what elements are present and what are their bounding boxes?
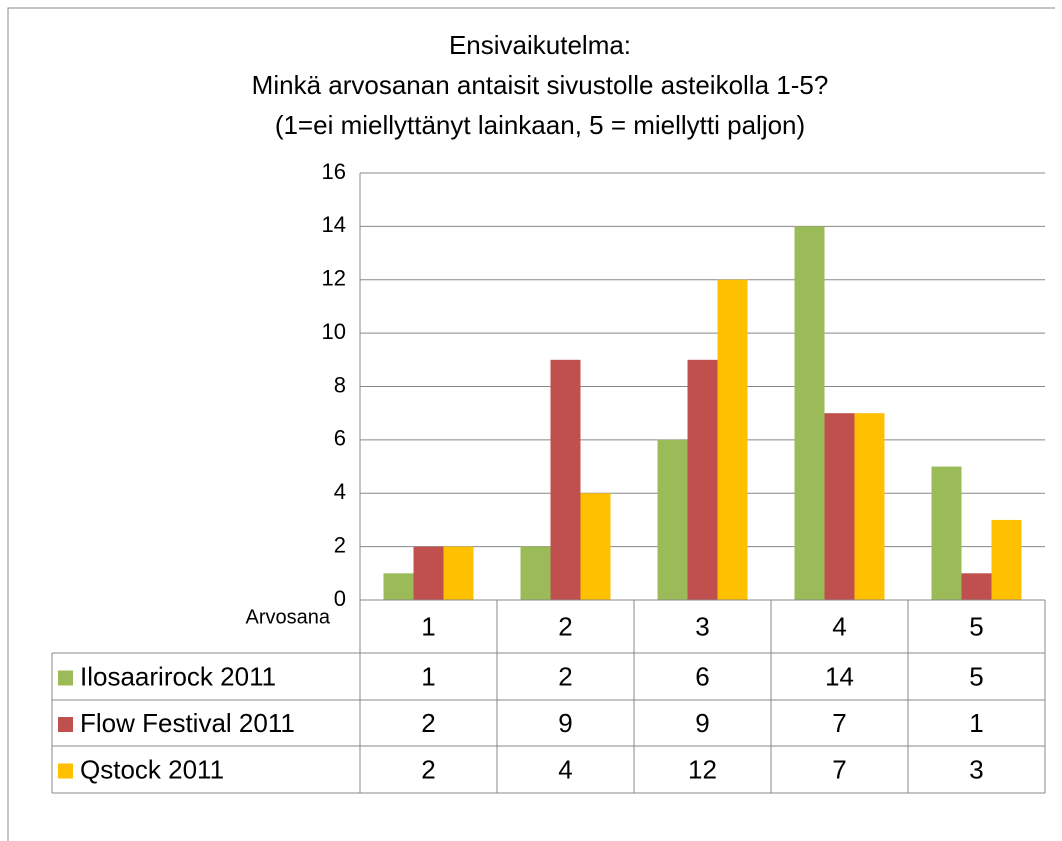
bar <box>931 466 962 600</box>
table-value: 5 <box>969 661 983 691</box>
bar <box>383 573 414 600</box>
y-tick-label: 0 <box>334 586 346 611</box>
table-value: 1 <box>421 661 435 691</box>
bar <box>991 519 1022 600</box>
y-tick-label: 4 <box>334 479 346 504</box>
legend-swatch <box>58 717 73 732</box>
y-tick-label: 10 <box>322 319 346 344</box>
x-axis-label: Arvosana <box>246 606 331 628</box>
table-value: 2 <box>421 754 435 784</box>
table-value: 9 <box>695 708 709 738</box>
bar <box>854 413 885 600</box>
y-tick-label: 2 <box>334 532 346 557</box>
legend-swatch <box>58 670 73 686</box>
x-tick-label: 5 <box>969 611 983 641</box>
bar <box>794 226 825 600</box>
title-line: Ensivaikutelma: <box>449 30 631 60</box>
table-value: 3 <box>969 754 983 784</box>
bar <box>717 279 748 600</box>
table-value: 6 <box>695 661 709 691</box>
x-tick-label: 4 <box>832 611 846 641</box>
bar <box>443 546 474 600</box>
legend-swatch <box>58 763 73 779</box>
legend-label: Ilosaarirock 2011 <box>80 661 276 691</box>
table-value: 1 <box>969 708 983 738</box>
bar <box>520 546 551 600</box>
y-tick-label: 8 <box>334 372 346 397</box>
bar <box>580 493 611 600</box>
legend-label: Flow Festival 2011 <box>80 708 295 738</box>
title-line: Minkä arvosanan antaisit sivustolle aste… <box>252 70 829 100</box>
table-value: 7 <box>832 754 846 784</box>
table-value: 14 <box>825 661 854 691</box>
y-tick-label: 14 <box>322 212 346 237</box>
bar <box>413 546 444 600</box>
table-value: 7 <box>832 708 846 738</box>
title-line: (1=ei miellyttänyt lainkaan, 5 = miellyt… <box>275 110 805 140</box>
x-tick-label: 3 <box>695 611 709 641</box>
table-value: 2 <box>558 661 572 691</box>
bar <box>824 413 855 600</box>
bar <box>550 359 581 600</box>
y-tick-label: 12 <box>322 266 346 291</box>
chart-title: Ensivaikutelma: Minkä arvosanan antaisit … <box>252 30 829 140</box>
table-value: 9 <box>558 708 572 738</box>
chart-frame <box>7 7 1055 841</box>
bar <box>657 439 688 600</box>
table-value: 12 <box>688 754 717 784</box>
legend-label: Qstock 2011 <box>80 754 224 784</box>
y-tick-label: 16 <box>322 159 346 184</box>
table-value: 2 <box>421 708 435 738</box>
y-tick-label: 6 <box>334 426 346 451</box>
x-tick-label: 1 <box>421 611 435 641</box>
bar <box>961 573 992 600</box>
bar <box>687 359 718 600</box>
table-value: 4 <box>558 754 572 784</box>
x-tick-label: 2 <box>558 611 572 641</box>
